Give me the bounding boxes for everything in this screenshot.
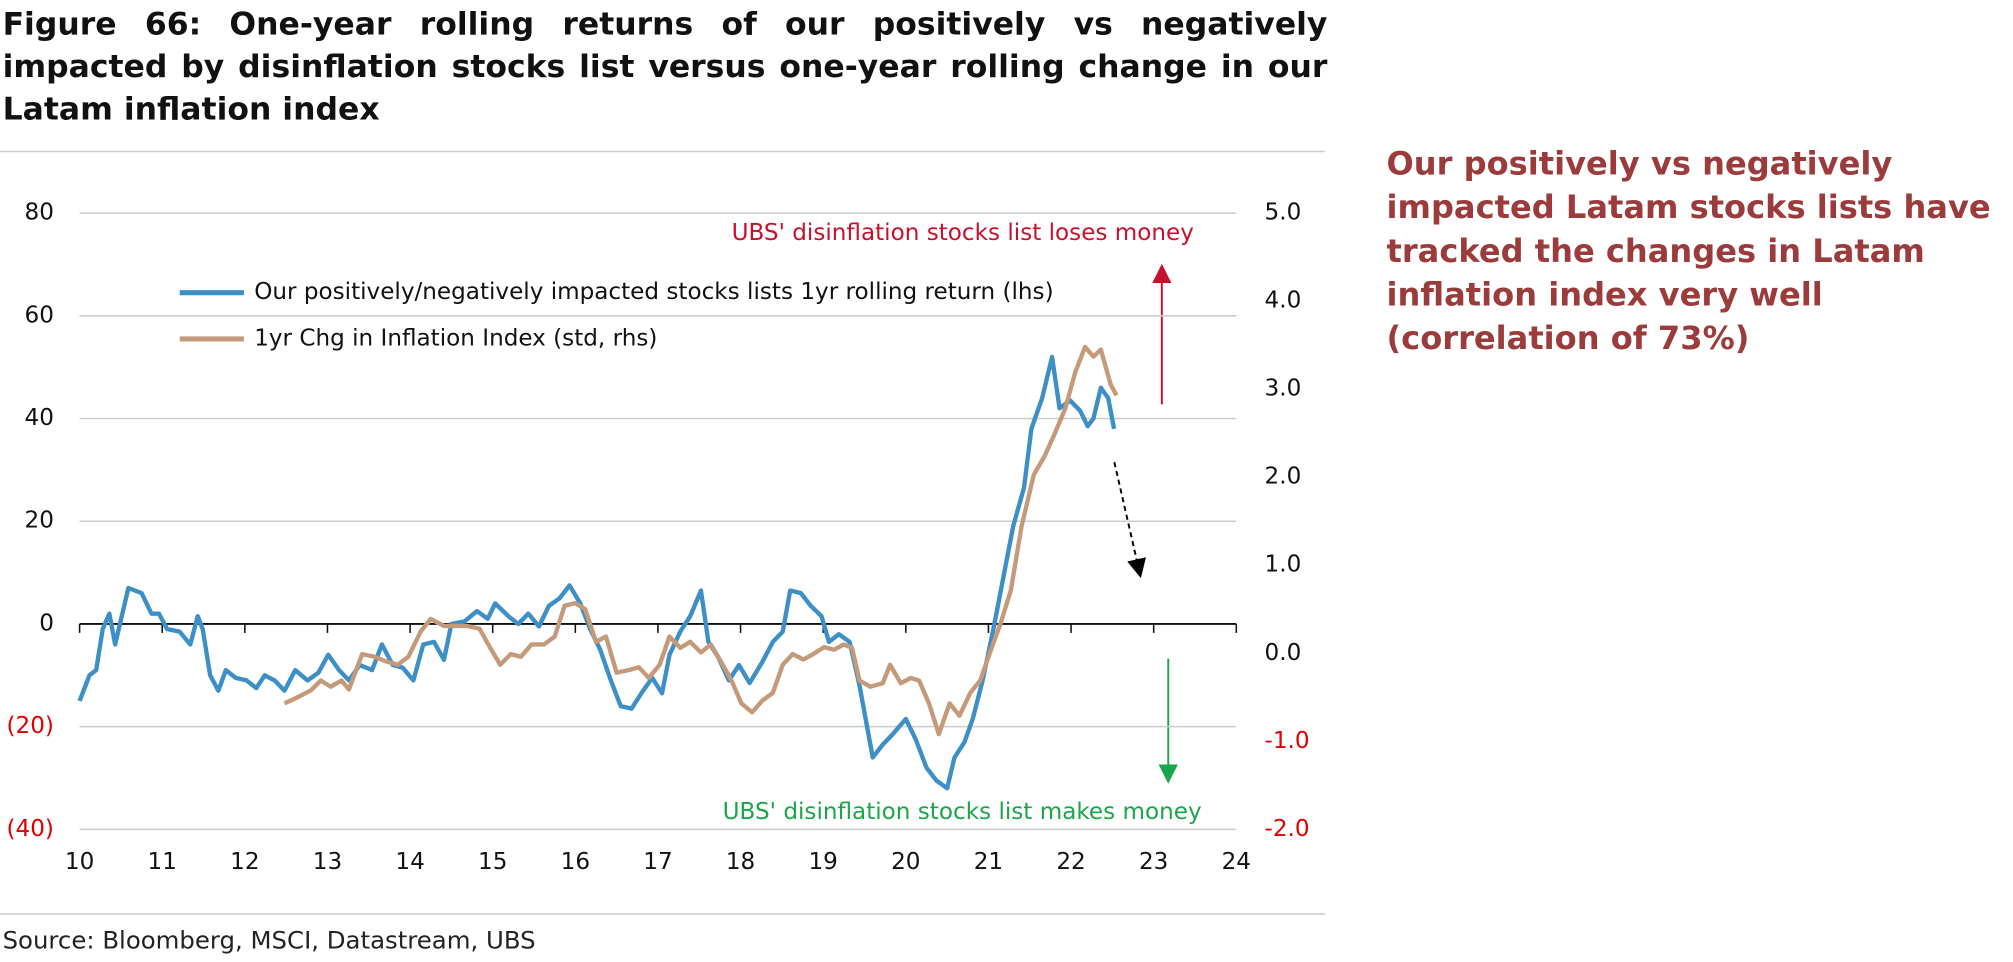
source-note: Source: Bloomberg, MSCI, Datastream, UBS bbox=[2, 926, 536, 956]
chart-title: Figure 66: One-year rolling returns of o… bbox=[2, 5, 1328, 128]
arrow bbox=[1113, 461, 1146, 579]
y2-tick-label: -1.0 bbox=[1265, 728, 1310, 754]
y2-tick-label: 4.0 bbox=[1265, 288, 1302, 314]
x-tick-label: 11 bbox=[148, 849, 177, 875]
y2-tick-label: 1.0 bbox=[1265, 552, 1302, 578]
y-tick-label: 40 bbox=[25, 405, 54, 431]
y2-tick-label: 0.0 bbox=[1265, 640, 1302, 666]
x-tick-label: 24 bbox=[1222, 849, 1251, 875]
y2-tick-label: 5.0 bbox=[1265, 200, 1302, 226]
x-tick-label: 13 bbox=[313, 849, 342, 875]
x-tick-label: 15 bbox=[478, 849, 507, 875]
x-tick-label: 19 bbox=[808, 849, 837, 875]
data-line bbox=[77, 354, 1117, 791]
x-tick-label: 14 bbox=[395, 849, 424, 875]
annotation: UBS' disinflation stocks list makes mone… bbox=[723, 799, 1202, 825]
legend-label: Our positively/negatively impacted stock… bbox=[254, 279, 1053, 305]
x-tick-label: 10 bbox=[65, 849, 94, 875]
x-tick-label: 20 bbox=[891, 849, 920, 875]
y2-tick-label: 2.0 bbox=[1265, 464, 1302, 490]
x-tick-label: 22 bbox=[1056, 849, 1085, 875]
data-line bbox=[283, 344, 1119, 737]
plot-area: 80 60 40 20 0 (20) (40) 5.0 4.0 3.0 2.0 1.0 0.0 -1.0 -… bbox=[7, 200, 1310, 876]
y2-tick-label: -2.0 bbox=[1265, 816, 1310, 842]
y-tick-label: 60 bbox=[25, 302, 54, 328]
legend-label: 1yr Chg in Inflation Index (std, rhs) bbox=[254, 325, 657, 351]
y-tick-label: 0 bbox=[39, 610, 54, 636]
annotation: UBS' disinflation stocks list loses mone… bbox=[732, 220, 1194, 246]
x-tick-label: 21 bbox=[974, 849, 1003, 875]
y2-tick-label: 3.0 bbox=[1265, 376, 1302, 402]
y-tick-label: (40) bbox=[7, 816, 54, 842]
y-tick-label: 20 bbox=[25, 508, 54, 534]
x-tick-label: 16 bbox=[561, 849, 590, 875]
x-tick-label: 12 bbox=[230, 849, 259, 875]
x-tick-label: 18 bbox=[726, 849, 755, 875]
y-tick-label: 80 bbox=[25, 200, 54, 226]
x-tick-label: 17 bbox=[643, 849, 672, 875]
side-note: Our positively vs negatively impacted La… bbox=[1386, 145, 1991, 357]
y-tick-label: (20) bbox=[7, 713, 54, 739]
x-tick-label: 23 bbox=[1139, 849, 1168, 875]
